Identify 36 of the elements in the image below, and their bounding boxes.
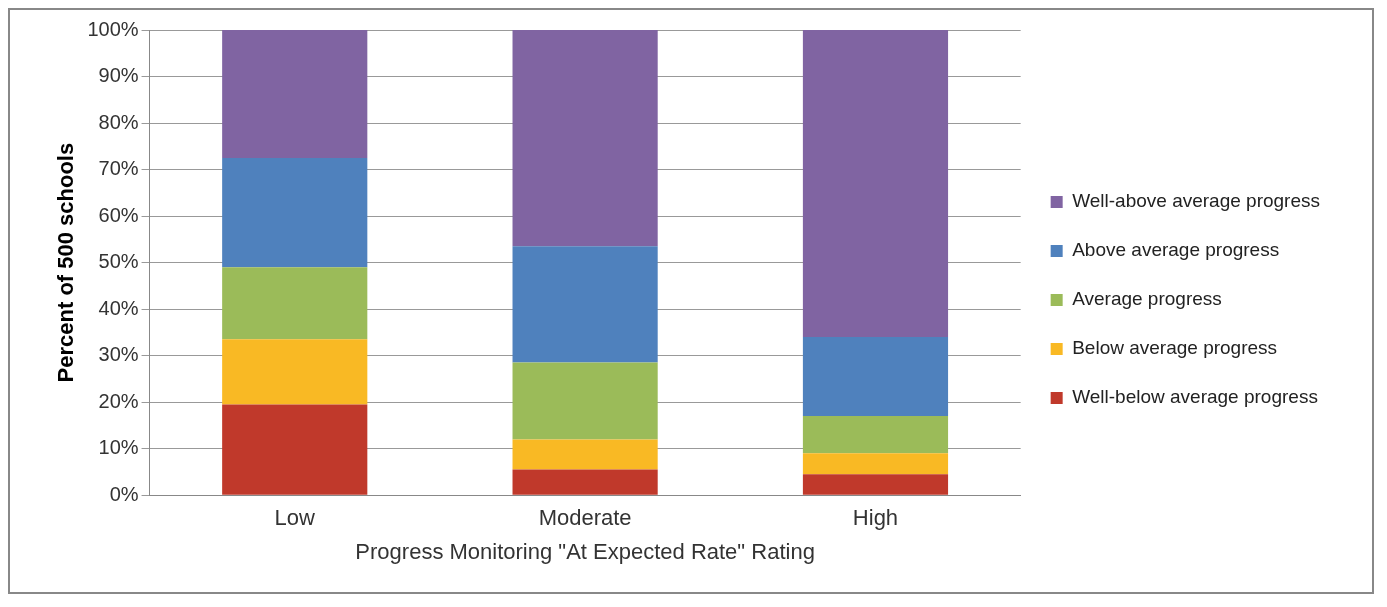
bar bbox=[802, 453, 949, 475]
y-tick-label: 10% bbox=[98, 436, 139, 459]
y-axis-title: Percent of 500 schools bbox=[53, 142, 79, 383]
bar bbox=[512, 439, 658, 470]
bar bbox=[512, 469, 658, 495]
y-tick-label: 40% bbox=[98, 296, 139, 319]
y-tick-label: 50% bbox=[98, 250, 139, 273]
bar bbox=[512, 362, 658, 440]
x-axis-title: Progress Monitoring "At Expected Rate" Rating bbox=[355, 538, 815, 564]
bar bbox=[222, 267, 368, 340]
bar bbox=[222, 404, 368, 495]
bar bbox=[222, 339, 368, 405]
bar bbox=[222, 157, 368, 268]
bar bbox=[802, 416, 949, 454]
legend-label: Well-below average progress bbox=[1072, 386, 1318, 408]
x-tick-label: Moderate bbox=[538, 505, 632, 531]
y-tick-label: 100% bbox=[87, 17, 139, 40]
x-tick-label: High bbox=[852, 505, 899, 531]
legend-label: Above average progress bbox=[1072, 239, 1280, 261]
y-tick-label: 20% bbox=[98, 389, 139, 412]
bar bbox=[802, 337, 949, 417]
x-tick-label: Low bbox=[274, 505, 316, 531]
y-tick-label: 70% bbox=[98, 157, 139, 180]
legend-label: Below average progress bbox=[1072, 337, 1278, 359]
y-tick-label: 80% bbox=[98, 110, 139, 133]
bar bbox=[512, 30, 658, 247]
legend-label: Well-above average progress bbox=[1072, 190, 1321, 212]
bar bbox=[802, 474, 949, 495]
y-tick-label: 30% bbox=[98, 343, 139, 366]
bar bbox=[222, 30, 368, 158]
y-tick-label: 60% bbox=[98, 203, 139, 226]
y-tick-label: 0% bbox=[109, 482, 139, 505]
bar bbox=[802, 30, 949, 338]
y-tick-label: 90% bbox=[98, 64, 139, 87]
legend-label: Average progress bbox=[1072, 288, 1222, 310]
bar bbox=[512, 246, 658, 363]
